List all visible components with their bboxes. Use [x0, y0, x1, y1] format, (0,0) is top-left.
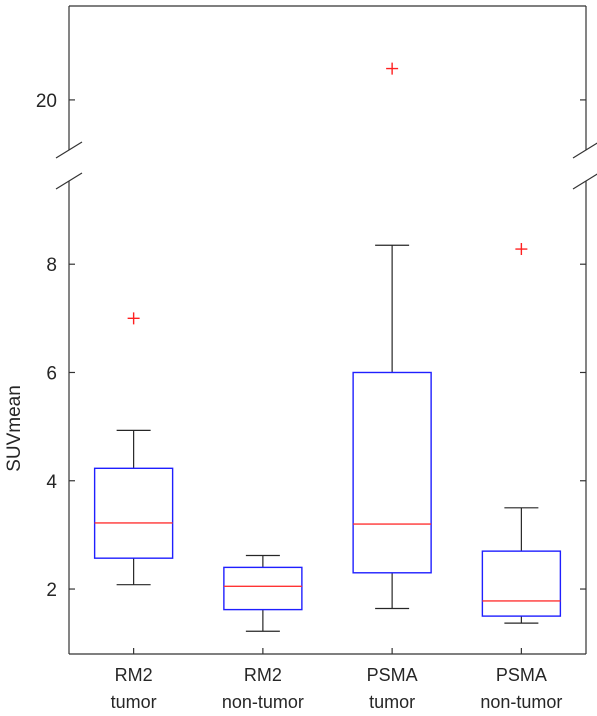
y-axis-label: SUVmean [4, 385, 25, 472]
plot-frame [55, 5, 597, 655]
x-category-label-line1: RM2 [115, 665, 153, 685]
y-tick-label: 4 [46, 472, 57, 493]
y-tick-label: 8 [46, 255, 57, 276]
box-4 [481, 243, 562, 624]
box-iqr [223, 566, 303, 611]
y-tick-label: 6 [46, 363, 57, 384]
box-1 [93, 312, 174, 586]
x-axis-categories: RM2 tumor RM2 non-tumor PSMA tumor PSMA non-tum… [111, 648, 562, 712]
box-iqr [481, 550, 562, 617]
axis-break-mark-right-lower [572, 173, 597, 190]
box-iqr [93, 467, 174, 559]
outlier-marker [515, 243, 528, 256]
box-3 [352, 62, 432, 610]
outlier-marker [127, 312, 140, 325]
x-category-label-line2: non-tumor [222, 692, 304, 712]
y-tick-label: 2 [46, 580, 57, 601]
box-2 [223, 554, 303, 632]
axis-break-mark-left-upper [55, 141, 83, 159]
x-category-label-line2: tumor [111, 692, 157, 712]
x-category-label-line1: PSMA [496, 665, 547, 685]
box-iqr [352, 371, 432, 574]
box-series [93, 62, 562, 632]
axis-break-mark-left-lower [55, 172, 83, 190]
outlier-marker [386, 62, 399, 75]
x-category-label-line2: tumor [369, 692, 415, 712]
y-tick-label: 20 [36, 91, 57, 112]
y-axis-ticks: 2 4 6 8 20 [36, 91, 586, 601]
axis-break-mark-right-upper [572, 142, 597, 159]
x-category-label-line2: non-tumor [480, 692, 562, 712]
x-category-label-line1: RM2 [244, 665, 282, 685]
x-category-label-line1: PSMA [367, 665, 418, 685]
